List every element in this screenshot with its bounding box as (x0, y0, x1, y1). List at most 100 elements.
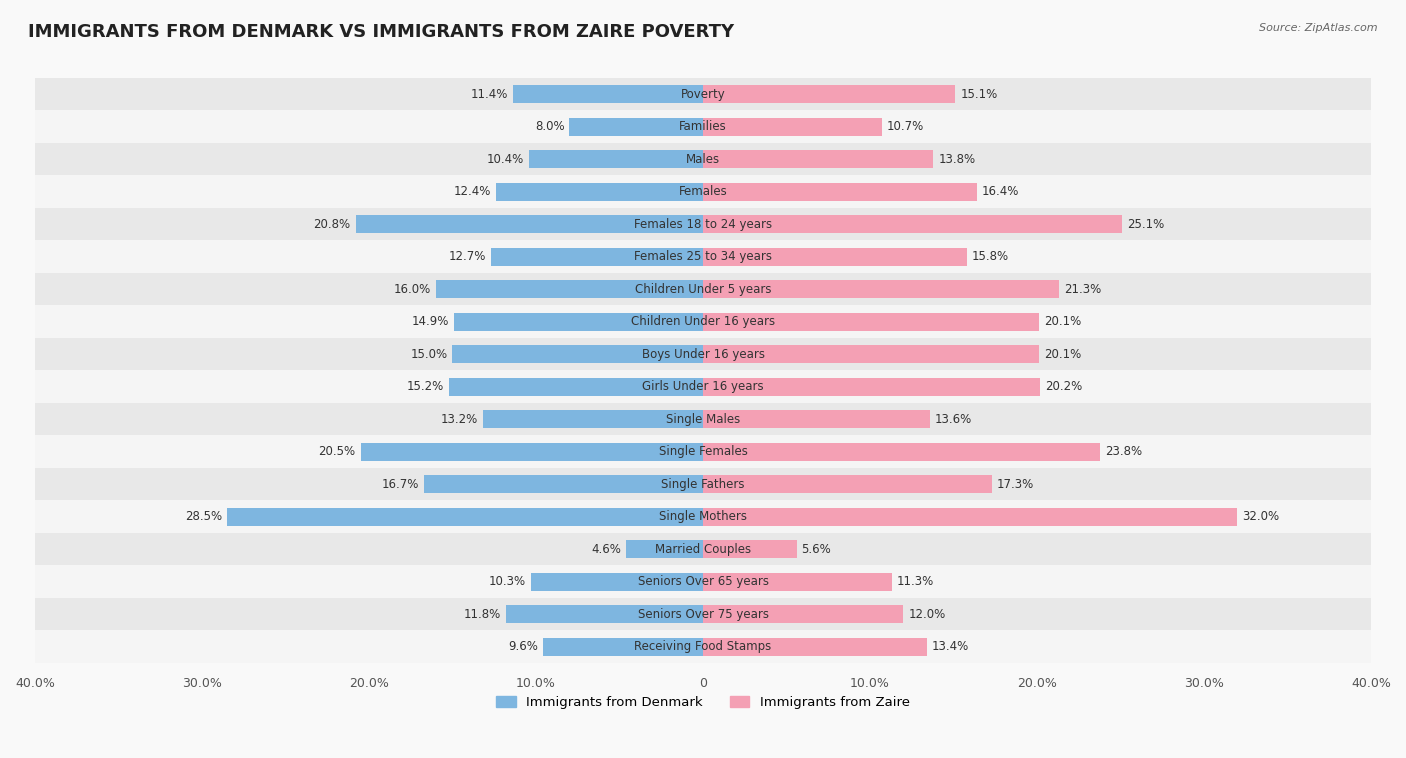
Text: 11.8%: 11.8% (464, 608, 501, 621)
Bar (703, 572, 891, 590)
Text: Poverty: Poverty (681, 88, 725, 101)
Text: 12.4%: 12.4% (454, 185, 491, 198)
Bar (35, 500, 1371, 533)
Text: 11.4%: 11.4% (470, 88, 508, 101)
Text: Females 18 to 24 years: Females 18 to 24 years (634, 218, 772, 230)
Bar (703, 475, 993, 493)
Text: 20.2%: 20.2% (1046, 380, 1083, 393)
Bar (543, 637, 703, 656)
Bar (703, 345, 1039, 363)
Text: 16.7%: 16.7% (381, 478, 419, 490)
Bar (35, 240, 1371, 273)
Bar (453, 345, 703, 363)
Text: 23.8%: 23.8% (1105, 445, 1143, 458)
Bar (35, 565, 1371, 598)
Bar (703, 280, 1059, 298)
Bar (35, 78, 1371, 111)
Text: 20.1%: 20.1% (1043, 315, 1081, 328)
Bar (626, 540, 703, 558)
Bar (513, 85, 703, 103)
Text: Single Mothers: Single Mothers (659, 510, 747, 523)
Text: Single Males: Single Males (666, 412, 740, 425)
Bar (529, 150, 703, 168)
Text: Receiving Food Stamps: Receiving Food Stamps (634, 640, 772, 653)
Text: 14.9%: 14.9% (412, 315, 449, 328)
Text: Girls Under 16 years: Girls Under 16 years (643, 380, 763, 393)
Bar (703, 637, 927, 656)
Bar (703, 443, 1101, 461)
Text: 25.1%: 25.1% (1128, 218, 1164, 230)
Bar (703, 312, 1039, 330)
Text: 32.0%: 32.0% (1243, 510, 1279, 523)
Text: 13.2%: 13.2% (440, 412, 478, 425)
Bar (35, 631, 1371, 662)
Text: 20.5%: 20.5% (319, 445, 356, 458)
Bar (35, 175, 1371, 208)
Bar (35, 273, 1371, 305)
Text: Children Under 16 years: Children Under 16 years (631, 315, 775, 328)
Text: 13.4%: 13.4% (932, 640, 969, 653)
Bar (35, 371, 1371, 402)
Text: 15.8%: 15.8% (972, 250, 1010, 263)
Bar (703, 508, 1237, 525)
Bar (35, 111, 1371, 143)
Text: Males: Males (686, 152, 720, 165)
Text: 15.2%: 15.2% (406, 380, 444, 393)
Text: 20.8%: 20.8% (314, 218, 350, 230)
Text: 13.8%: 13.8% (938, 152, 976, 165)
Text: 17.3%: 17.3% (997, 478, 1035, 490)
Text: 28.5%: 28.5% (184, 510, 222, 523)
Text: 16.0%: 16.0% (394, 283, 430, 296)
Bar (35, 402, 1371, 435)
Bar (531, 572, 703, 590)
Bar (703, 410, 931, 428)
Text: 9.6%: 9.6% (508, 640, 537, 653)
Text: 12.0%: 12.0% (908, 608, 946, 621)
Bar (482, 410, 703, 428)
Text: 10.3%: 10.3% (489, 575, 526, 588)
Bar (454, 312, 703, 330)
Bar (35, 208, 1371, 240)
Legend: Immigrants from Denmark, Immigrants from Zaire: Immigrants from Denmark, Immigrants from… (491, 691, 915, 714)
Bar (449, 377, 703, 396)
Bar (356, 215, 703, 233)
Text: 5.6%: 5.6% (801, 543, 831, 556)
Bar (35, 468, 1371, 500)
Bar (35, 338, 1371, 371)
Text: 21.3%: 21.3% (1064, 283, 1101, 296)
Bar (703, 150, 934, 168)
Text: 10.4%: 10.4% (486, 152, 524, 165)
Bar (569, 117, 703, 136)
Bar (703, 215, 1122, 233)
Text: Children Under 5 years: Children Under 5 years (634, 283, 772, 296)
Bar (35, 143, 1371, 175)
Bar (425, 475, 703, 493)
Text: 10.7%: 10.7% (887, 120, 924, 133)
Bar (35, 598, 1371, 631)
Bar (703, 248, 967, 265)
Text: 16.4%: 16.4% (981, 185, 1019, 198)
Bar (491, 248, 703, 265)
Text: 11.3%: 11.3% (897, 575, 934, 588)
Text: IMMIGRANTS FROM DENMARK VS IMMIGRANTS FROM ZAIRE POVERTY: IMMIGRANTS FROM DENMARK VS IMMIGRANTS FR… (28, 23, 734, 41)
Text: 13.6%: 13.6% (935, 412, 973, 425)
Text: Single Females: Single Females (658, 445, 748, 458)
Text: Females: Females (679, 185, 727, 198)
Text: Single Fathers: Single Fathers (661, 478, 745, 490)
Text: 12.7%: 12.7% (449, 250, 486, 263)
Text: 4.6%: 4.6% (592, 543, 621, 556)
Bar (703, 183, 977, 201)
Bar (703, 605, 904, 623)
Text: Seniors Over 65 years: Seniors Over 65 years (637, 575, 769, 588)
Text: Married Couples: Married Couples (655, 543, 751, 556)
Bar (703, 540, 797, 558)
Text: 15.1%: 15.1% (960, 88, 997, 101)
Bar (35, 435, 1371, 468)
Text: 20.1%: 20.1% (1043, 348, 1081, 361)
Bar (35, 533, 1371, 565)
Bar (436, 280, 703, 298)
Bar (226, 508, 703, 525)
Text: Females 25 to 34 years: Females 25 to 34 years (634, 250, 772, 263)
Bar (703, 117, 882, 136)
Bar (703, 85, 955, 103)
